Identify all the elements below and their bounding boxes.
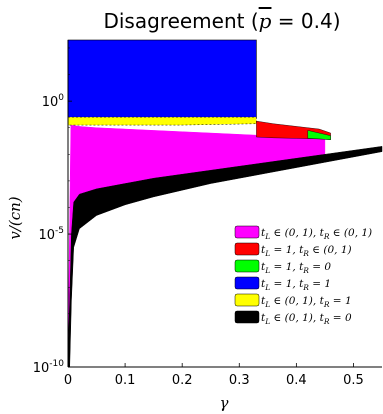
legend-label: tL ∈ (0, 1), tR ∈ (0, 1) (261, 227, 372, 241)
legend: tL ∈ (0, 1), tR ∈ (0, 1) tL = 1, tR ∈ (0,… (234, 225, 372, 326)
x-tick-label: 0 (64, 373, 72, 388)
y-axis-label: v/(cn) (6, 196, 24, 239)
y-tick-label: 10-5 (38, 226, 64, 243)
legend-label: tL = 1, tR ∈ (0, 1) (261, 244, 352, 258)
legend-label: tL = 1, tR = 1 (261, 278, 331, 292)
x-tick-label: 0.5 (343, 373, 364, 388)
region-tl1-tr0 (307, 130, 331, 140)
legend-swatch (234, 259, 260, 273)
x-tick-label: 0.1 (115, 373, 136, 388)
x-ticks: 0 0.1 0.2 0.3 0.4 0.5 (64, 363, 364, 388)
legend-swatch (234, 225, 260, 239)
y-tick-label: 10-10 (33, 359, 65, 376)
region-tl1-tr1 (67, 39, 257, 119)
chart-title: Disagreement (p = 0.4) (103, 9, 340, 33)
x-tick-label: 0.4 (286, 373, 307, 388)
legend-swatch (234, 276, 260, 290)
legend-label: tL = 1, tR = 0 (261, 261, 331, 275)
x-axis-label: γ (220, 394, 229, 412)
x-tick-label: 0.3 (229, 373, 250, 388)
plot-regions (67, 39, 383, 368)
axes (67, 40, 382, 368)
legend-swatch (234, 242, 260, 256)
legend-swatch (234, 310, 260, 324)
region-tl-open-tr0 (67, 146, 383, 368)
legend-label: tL ∈ (0, 1), tR = 0 (261, 312, 352, 326)
x-tick-label: 0.2 (172, 373, 193, 388)
region-tl-open-tr1 (67, 116, 257, 126)
legend-label: tL ∈ (0, 1), tR = 1 (261, 295, 352, 309)
y-tick-label: 100 (42, 93, 65, 110)
legend-swatch (234, 293, 260, 307)
y-ticks: 10-10 10-5 100 (33, 47, 72, 376)
